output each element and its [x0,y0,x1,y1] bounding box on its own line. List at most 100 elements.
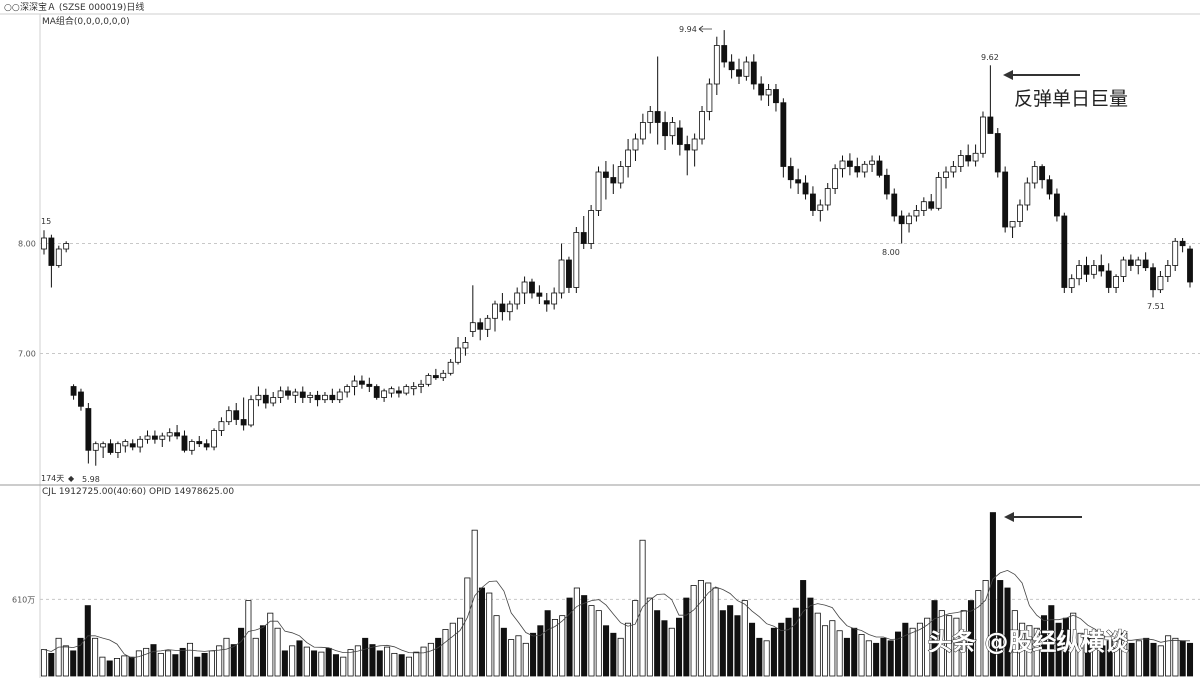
candle [48,234,55,288]
candle [795,168,802,194]
candle [1009,221,1016,238]
volume-bar [113,658,121,677]
candle [780,98,787,178]
volume-bar [865,640,872,677]
volume-bar [332,654,340,677]
volume-bar [274,627,281,677]
right-low-label: 7.51 [1147,302,1165,311]
candle [876,155,883,178]
candle [211,428,217,451]
volume-bar [1048,605,1055,677]
candle [388,386,395,398]
candle [950,161,957,178]
candle [765,84,772,106]
volume-bar [1157,645,1164,677]
volume-bar [938,610,945,677]
volume-bar [1165,635,1172,677]
days-label: 174天 [41,474,64,483]
candle [395,386,402,398]
volume-bar [1179,640,1186,677]
volume-bar [376,650,383,677]
volume-bar [697,580,704,677]
volume-tick-label: 610万 [12,595,35,604]
volume-bar [391,652,398,677]
candle [196,436,203,447]
volume-bar [712,587,719,677]
volume-ma-line [43,569,1190,659]
volume-bar [157,652,164,677]
candle [285,386,291,400]
candle [706,78,713,121]
candle [787,157,794,189]
candle [514,287,521,310]
volume-bar [887,640,894,677]
volume-bar [573,587,580,677]
candle [292,388,299,403]
volume-bar [252,637,259,677]
candle [566,256,572,293]
price-tick-label: 8.00 [18,240,36,249]
volume-bar [632,600,639,677]
volume-bar [121,655,128,677]
volume-bar [1055,622,1062,677]
volume-bar [296,640,303,677]
volume-bar [238,627,245,677]
candle [277,386,284,403]
volume-bar [1135,640,1142,677]
candle [654,56,661,145]
volume-bar [369,644,376,677]
volume-bar [1026,625,1033,677]
candle [447,359,454,376]
candle [817,199,824,222]
volume-bar [1004,587,1011,677]
volume-bar [931,600,938,677]
price-tick-label: 7.00 [18,350,36,359]
volume-bar [318,651,325,677]
candle [625,139,632,178]
volume-bar [384,646,391,677]
volume-bar [435,637,442,677]
candle [1046,175,1053,200]
volume-bar [741,600,748,677]
volume-bar [1099,645,1106,677]
candle [691,133,698,167]
volume-bar [763,640,770,677]
volume-bar [851,627,858,677]
candle [935,172,942,211]
candle [166,428,173,442]
high-pointer-icon [698,25,712,33]
candle [869,155,875,172]
volume-bar [1040,615,1048,677]
volume-bar [690,585,697,677]
stock-title: 深深宝Ａ (SZSE 000019)日线 [20,1,144,13]
candle [1090,260,1097,279]
candle [174,425,180,440]
candle [632,133,639,161]
candle [676,120,683,156]
volume-bar [989,512,996,677]
candle [41,230,47,255]
candle [1142,252,1149,271]
volume-bar [478,587,485,677]
volume-ticks: 610万 [12,595,35,604]
volume-bar [194,656,201,677]
candle [506,300,513,321]
candle [551,287,558,310]
volume-bar [259,625,267,677]
price-ticks: 8.00 7.00 [18,240,36,359]
volume-bar [829,620,836,677]
candle [920,197,927,216]
volume-bar [245,600,252,677]
candle [270,392,277,407]
candle [773,84,779,112]
candle [203,439,210,451]
volume-arrow-icon [1004,512,1082,522]
volume-bar [1113,637,1121,677]
mid-low-label: 8.00 [882,248,900,257]
volume-bar [515,635,522,677]
candle [824,183,831,211]
candle [188,439,195,455]
volume-bar [1077,632,1084,677]
candle [943,166,949,189]
ma-label: MA组合(0,0,0,0,0,0) [42,15,130,27]
